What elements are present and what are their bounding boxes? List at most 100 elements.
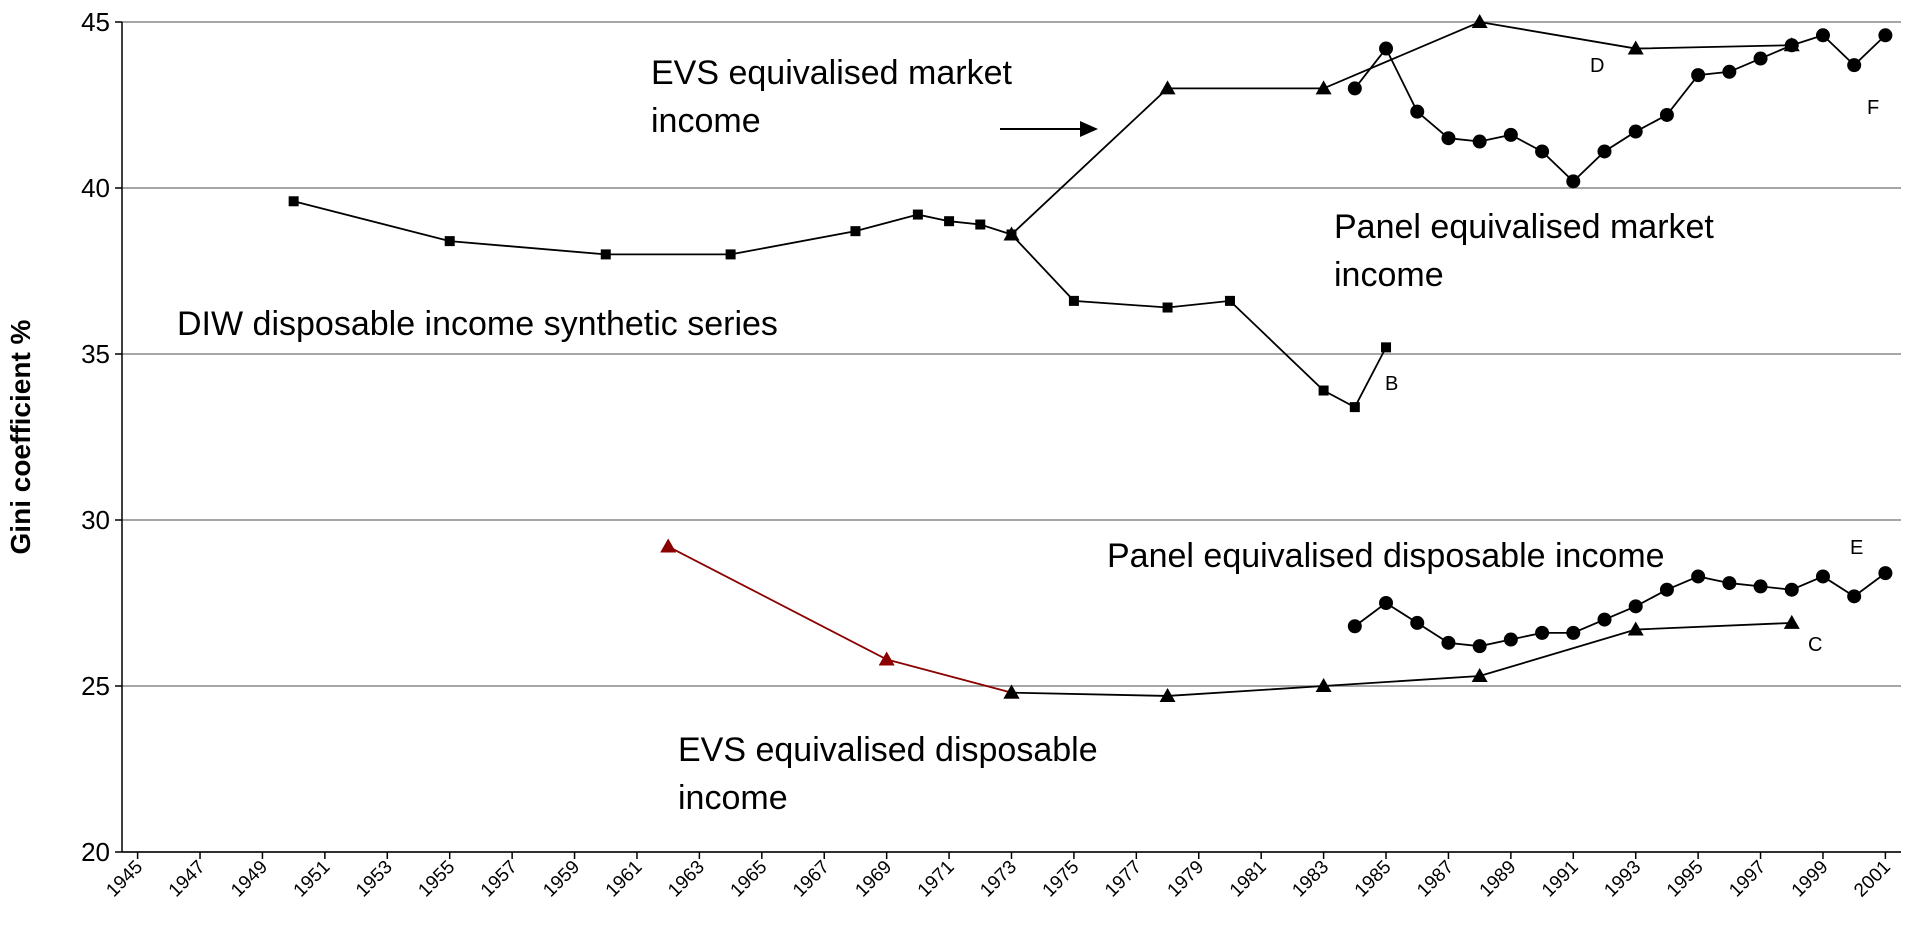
marker	[1003, 226, 1020, 241]
x-tick-label: 1991	[1538, 857, 1583, 902]
marker	[660, 538, 677, 553]
marker	[1784, 38, 1799, 53]
marker	[1068, 295, 1079, 306]
marker	[878, 651, 895, 666]
x-tick-label: 1985	[1351, 857, 1396, 902]
marker	[1597, 144, 1612, 159]
marker	[1691, 569, 1706, 584]
marker	[288, 196, 299, 207]
marker	[1628, 599, 1643, 614]
marker	[1471, 668, 1488, 683]
marker	[1472, 639, 1487, 654]
x-tick-label: 1977	[1101, 857, 1146, 902]
marker	[1535, 625, 1550, 640]
arrow-head	[1080, 121, 1098, 137]
marker	[850, 226, 861, 237]
marker	[1566, 174, 1581, 189]
annotation: F	[1867, 97, 1879, 119]
annotation: Panel equivalised disposable income	[1107, 537, 1665, 575]
x-tick-label: 1971	[914, 857, 959, 902]
x-tick-label: 1999	[1788, 857, 1833, 902]
x-tick-label: 1955	[414, 857, 459, 902]
marker	[1159, 80, 1176, 95]
annotation: income	[651, 102, 761, 140]
marker	[1159, 687, 1176, 702]
marker	[1471, 14, 1488, 28]
marker	[912, 209, 923, 220]
marker	[1627, 40, 1644, 55]
x-tick-label: 1989	[1476, 857, 1521, 902]
x-tick-label: 1957	[477, 857, 522, 902]
annotation: B	[1385, 373, 1398, 395]
x-tick-label: 1965	[727, 857, 772, 902]
marker	[1381, 342, 1392, 353]
series-line	[1354, 572, 1886, 648]
series-line	[1010, 21, 1792, 236]
marker	[725, 249, 736, 260]
marker	[1597, 612, 1612, 627]
marker	[1441, 131, 1456, 146]
x-tick-label: 1963	[664, 857, 709, 902]
marker	[1722, 576, 1737, 591]
marker	[1628, 124, 1643, 139]
marker	[1847, 589, 1862, 604]
x-tick-label: 2001	[1850, 857, 1895, 902]
y-tick-label: 35	[81, 339, 110, 369]
annotation: Panel equivalised market	[1334, 208, 1714, 246]
marker	[1315, 678, 1332, 692]
marker	[1347, 81, 1362, 96]
x-tick-label: 1967	[789, 857, 834, 902]
marker	[1410, 104, 1425, 119]
marker	[1441, 635, 1456, 650]
marker	[1503, 127, 1518, 142]
x-tick-label: 1997	[1725, 857, 1770, 902]
annotation: income	[1334, 256, 1444, 294]
marker	[1815, 28, 1830, 43]
annotation: DIW disposable income synthetic series	[177, 305, 778, 343]
marker	[444, 236, 455, 247]
annotation: D	[1590, 55, 1604, 77]
series-line	[1011, 622, 1792, 697]
y-tick-label: 45	[81, 7, 110, 37]
marker	[1691, 68, 1706, 83]
annotation: EVS equivalised disposable	[678, 731, 1098, 769]
marker	[600, 249, 611, 260]
annotation: EVS equivalised market	[651, 54, 1013, 92]
x-tick-label: 1953	[352, 857, 397, 902]
marker	[1503, 632, 1518, 647]
marker	[1535, 144, 1550, 159]
x-tick-label: 1981	[1226, 857, 1271, 902]
marker	[1379, 596, 1394, 610]
y-tick-label: 25	[81, 671, 110, 701]
marker	[1003, 684, 1020, 699]
x-tick-label: 1995	[1663, 857, 1708, 902]
marker	[944, 216, 955, 227]
marker	[1783, 614, 1800, 629]
annotation: E	[1850, 537, 1863, 559]
marker	[1224, 295, 1235, 306]
marker	[1659, 107, 1674, 122]
marker	[1878, 28, 1893, 43]
y-tick-label: 30	[81, 505, 110, 535]
marker	[1315, 80, 1332, 95]
x-tick-label: 1979	[1164, 857, 1209, 902]
y-axis-label: Gini coefficient %	[5, 319, 36, 554]
series-line	[667, 545, 1012, 694]
x-tick-label: 1975	[1039, 857, 1084, 902]
marker	[1318, 385, 1329, 396]
marker	[1349, 402, 1360, 413]
x-tick-label: 1969	[851, 857, 896, 902]
marker	[1878, 566, 1893, 581]
marker	[975, 219, 986, 230]
x-tick-label: 1959	[539, 857, 584, 902]
y-tick-label: 40	[81, 173, 110, 203]
marker	[1379, 41, 1394, 56]
x-tick-label: 1983	[1288, 857, 1333, 902]
x-tick-label: 1993	[1600, 857, 1645, 902]
marker	[1659, 582, 1674, 597]
marker	[1784, 582, 1799, 597]
annotation: income	[678, 779, 788, 817]
x-tick-label: 1973	[976, 857, 1021, 902]
marker	[1627, 621, 1644, 636]
